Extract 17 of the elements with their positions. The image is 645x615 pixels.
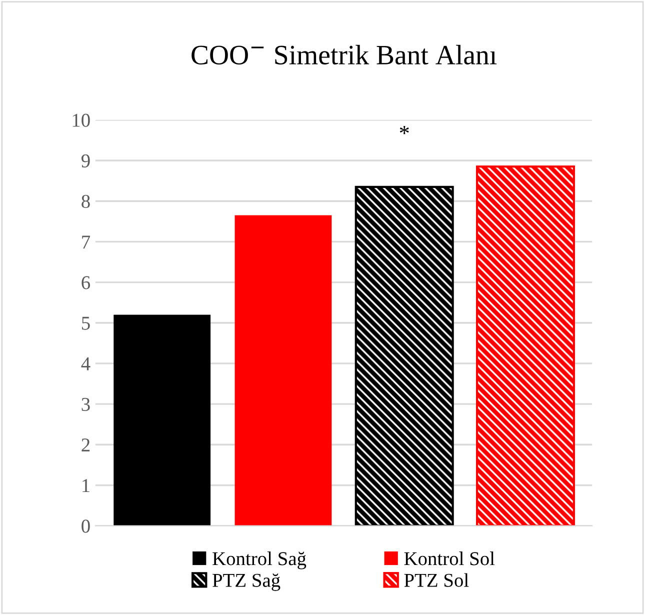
y-tick-label: 1 (82, 479, 90, 492)
y-tick-label: 5 (82, 316, 90, 330)
y-tick-label: 2 (82, 438, 90, 452)
y-tick-label: 9 (82, 154, 90, 168)
y-tick-label: 8 (82, 194, 90, 208)
chart-title: COO$^{−}$ Simetrik Bant Alanı (192, 44, 497, 64)
legend-label: PTZ Sağ (212, 573, 280, 591)
y-tick-label: 10 (72, 114, 90, 127)
legend-label: PTZ Sol (404, 573, 469, 587)
y-tick-label: 4 (81, 357, 90, 370)
y-tick-label: 7 (82, 236, 90, 248)
y-tick-label: 0 (82, 520, 90, 533)
y-tick-label: 3 (82, 398, 90, 411)
legend-label: Kontrol Sağ (212, 552, 306, 570)
y-tick-label: 6 (82, 276, 90, 290)
data-label: * (400, 126, 409, 134)
legend-label: Kontrol Sol (404, 552, 495, 566)
